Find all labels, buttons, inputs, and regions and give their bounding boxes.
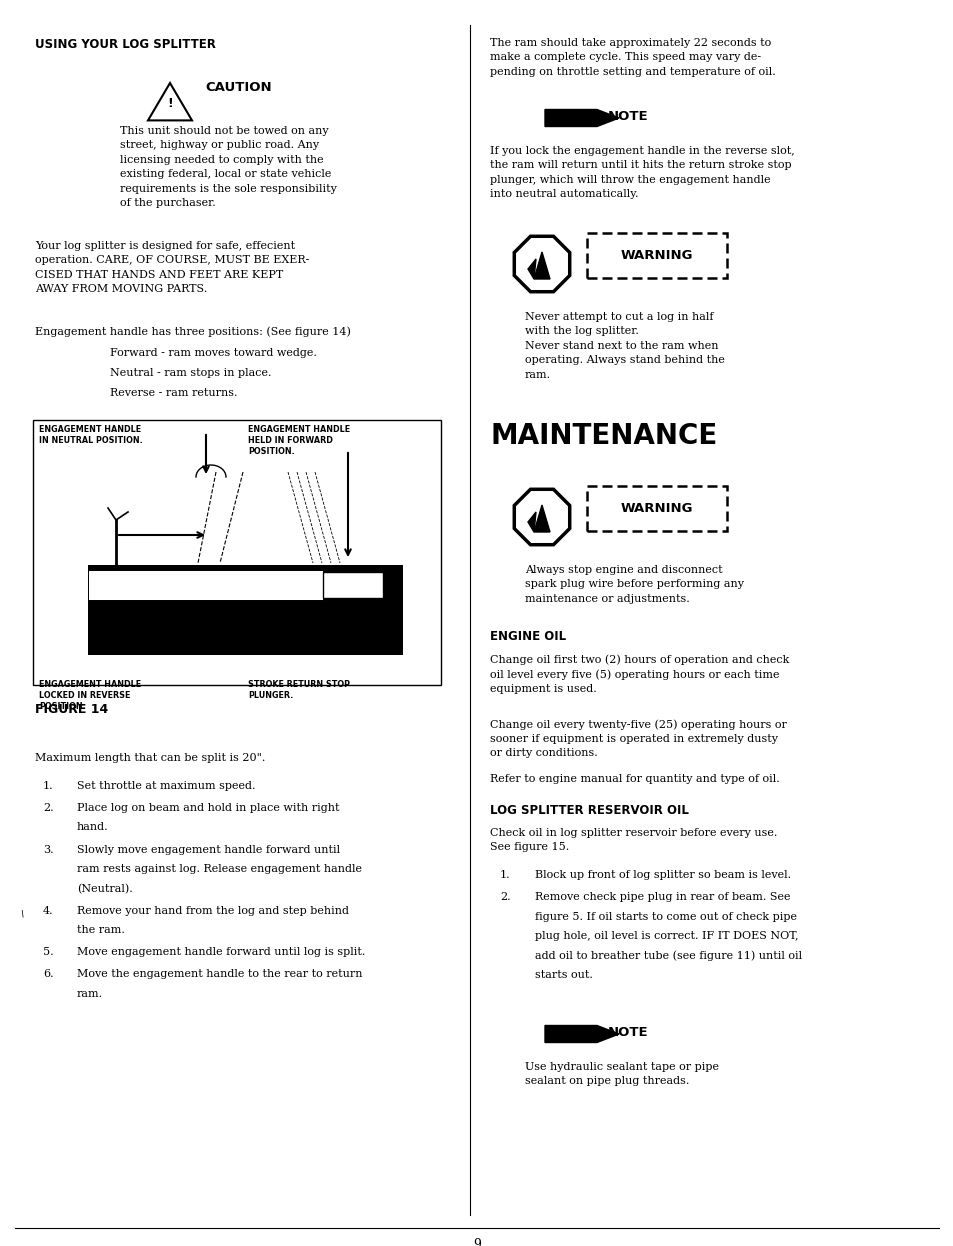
Text: Your log splitter is designed for safe, effecient
operation. CARE, OF COURSE, MU: Your log splitter is designed for safe, … — [35, 240, 309, 294]
Text: 2.: 2. — [499, 892, 510, 902]
Polygon shape — [527, 512, 536, 532]
Text: 5.: 5. — [43, 947, 53, 957]
Text: the ram.: the ram. — [77, 925, 125, 934]
FancyBboxPatch shape — [586, 486, 726, 531]
Text: This unit should not be towed on any
street, highway or public road. Any
licensi: This unit should not be towed on any str… — [120, 126, 336, 208]
Text: plug hole, oil level is correct. IF IT DOES NOT,: plug hole, oil level is correct. IF IT D… — [535, 931, 798, 941]
Text: ENGAGEMENT HANDLE
LOCKED IN REVERSE
POSITION.: ENGAGEMENT HANDLE LOCKED IN REVERSE POSI… — [39, 680, 141, 711]
Text: 3.: 3. — [43, 845, 53, 855]
Text: FIGURE 14: FIGURE 14 — [35, 703, 108, 716]
Text: If you lock the engagement handle in the reverse slot,
the ram will return until: If you lock the engagement handle in the… — [490, 146, 794, 199]
Text: Change oil every twenty-five (25) operating hours or
sooner if equipment is oper: Change oil every twenty-five (25) operat… — [490, 719, 786, 759]
Text: Engagement handle has three positions: (See figure 14): Engagement handle has three positions: (… — [35, 326, 351, 336]
Text: ram.: ram. — [77, 988, 103, 998]
Text: CAUTION: CAUTION — [205, 81, 272, 93]
Text: Change oil first two (2) hours of operation and check
oil level every five (5) o: Change oil first two (2) hours of operat… — [490, 654, 788, 694]
Text: Block up front of log splitter so beam is level.: Block up front of log splitter so beam i… — [535, 870, 790, 880]
Polygon shape — [534, 252, 550, 279]
Text: Reverse - ram returns.: Reverse - ram returns. — [110, 388, 237, 397]
Bar — [33, 420, 440, 685]
Polygon shape — [514, 490, 569, 545]
Polygon shape — [514, 237, 569, 292]
Text: Slowly move engagement handle forward until: Slowly move engagement handle forward un… — [77, 845, 340, 855]
Text: Check oil in log splitter reservoir before every use.
See figure 15.: Check oil in log splitter reservoir befo… — [490, 829, 777, 852]
Text: Refer to engine manual for quantity and type of oil.: Refer to engine manual for quantity and … — [490, 774, 779, 784]
Text: 9: 9 — [473, 1239, 480, 1246]
Text: Place log on beam and hold in place with right: Place log on beam and hold in place with… — [77, 802, 339, 812]
Text: figure 5. If oil starts to come out of check pipe: figure 5. If oil starts to come out of c… — [535, 912, 796, 922]
FancyArrow shape — [544, 1025, 618, 1043]
Text: Use hydraulic sealant tape or pipe
sealant on pipe plug threads.: Use hydraulic sealant tape or pipe seala… — [524, 1062, 719, 1087]
Bar — [88, 569, 323, 601]
Text: add oil to breather tube (see figure 11) until oil: add oil to breather tube (see figure 11)… — [535, 951, 801, 961]
Text: USING YOUR LOG SPLITTER: USING YOUR LOG SPLITTER — [35, 37, 215, 51]
Text: STROKE RETURN STOP
PLUNGER.: STROKE RETURN STOP PLUNGER. — [248, 680, 350, 700]
Text: Never attempt to cut a log in half
with the log splitter.
Never stand next to th: Never attempt to cut a log in half with … — [524, 312, 724, 380]
Text: WARNING: WARNING — [620, 249, 693, 262]
Text: Maximum length that can be split is 20".: Maximum length that can be split is 20". — [35, 753, 265, 763]
Text: (Neutral).: (Neutral). — [77, 883, 132, 893]
Text: LOG SPLITTER RESERVOIR OIL: LOG SPLITTER RESERVOIR OIL — [490, 804, 688, 817]
Text: 6.: 6. — [43, 969, 53, 979]
Text: \: \ — [20, 910, 23, 918]
Text: Remove check pipe plug in rear of beam. See: Remove check pipe plug in rear of beam. … — [535, 892, 790, 902]
Text: NOTE: NOTE — [607, 110, 648, 123]
Text: 1.: 1. — [43, 781, 53, 791]
Text: 4.: 4. — [43, 906, 53, 916]
Text: NOTE: NOTE — [607, 1025, 648, 1039]
Text: ENGAGEMENT HANDLE
HELD IN FORWARD
POSITION.: ENGAGEMENT HANDLE HELD IN FORWARD POSITI… — [248, 425, 350, 456]
Text: Move engagement handle forward until log is split.: Move engagement handle forward until log… — [77, 947, 365, 957]
Text: ram rests against log. Release engagement handle: ram rests against log. Release engagemen… — [77, 863, 361, 873]
Text: 1.: 1. — [499, 870, 510, 880]
FancyArrow shape — [544, 110, 618, 127]
Text: Forward - ram moves toward wedge.: Forward - ram moves toward wedge. — [110, 348, 316, 358]
Text: MAINTENANCE: MAINTENANCE — [490, 422, 717, 450]
Text: ENGINE OIL: ENGINE OIL — [490, 630, 565, 643]
Text: ENGAGEMENT HANDLE
IN NEUTRAL POSITION.: ENGAGEMENT HANDLE IN NEUTRAL POSITION. — [39, 425, 143, 445]
Bar — [323, 572, 382, 598]
Text: The ram should take approximately 22 seconds to
make a complete cycle. This spee: The ram should take approximately 22 sec… — [490, 37, 775, 77]
Text: WARNING: WARNING — [620, 502, 693, 515]
Text: !: ! — [167, 97, 172, 111]
Polygon shape — [534, 505, 550, 532]
Text: Set throttle at maximum speed.: Set throttle at maximum speed. — [77, 781, 255, 791]
Text: Always stop engine and disconnect
spark plug wire before performing any
maintena: Always stop engine and disconnect spark … — [524, 564, 743, 604]
Polygon shape — [148, 83, 192, 121]
Text: Remove your hand from the log and step behind: Remove your hand from the log and step b… — [77, 906, 349, 916]
Text: starts out.: starts out. — [535, 969, 592, 981]
Bar — [88, 564, 402, 655]
Polygon shape — [527, 259, 536, 279]
Text: Move the engagement handle to the rear to return: Move the engagement handle to the rear t… — [77, 969, 362, 979]
Text: Neutral - ram stops in place.: Neutral - ram stops in place. — [110, 368, 272, 378]
Text: 2.: 2. — [43, 802, 53, 812]
Text: hand.: hand. — [77, 822, 109, 832]
FancyBboxPatch shape — [586, 233, 726, 278]
